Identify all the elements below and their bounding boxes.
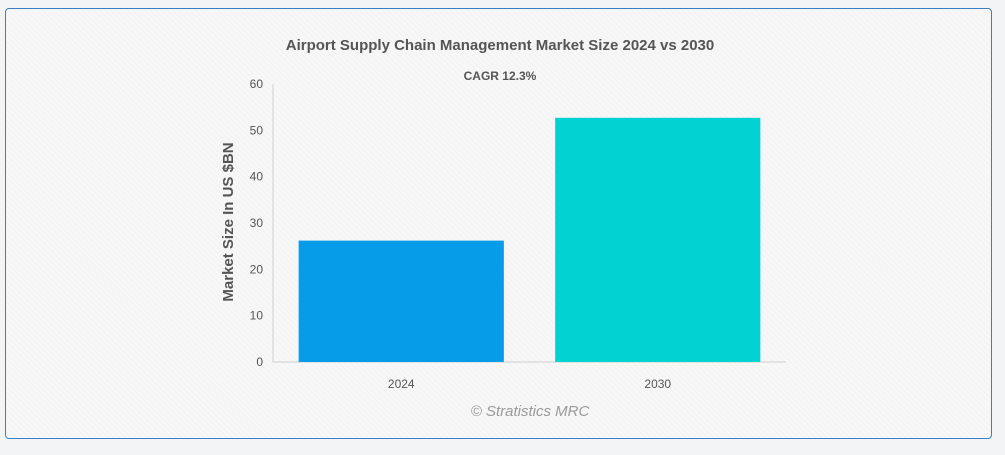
chart-title: Airport Supply Chain Management Market S…: [286, 37, 714, 54]
y-tick-label: 10: [250, 309, 264, 323]
chart-subtitle: CAGR 12.3%: [464, 69, 537, 83]
x-axis-ticks: 2024 2030: [388, 377, 672, 391]
y-tick-label: 50: [250, 123, 264, 137]
y-tick-label: 60: [250, 77, 264, 91]
y-tick-label: 0: [256, 355, 263, 369]
x-tick-label: 2024: [388, 377, 415, 391]
y-axis-label: Market Size In US $BN: [220, 142, 237, 301]
y-tick-label: 30: [250, 216, 264, 230]
chart-frame: [5, 8, 992, 439]
y-tick-label: 40: [250, 170, 264, 184]
bar-2030: [555, 117, 761, 362]
bars: [298, 117, 761, 362]
y-tick-label: 20: [250, 262, 264, 276]
x-tick-label: 2030: [644, 377, 671, 391]
bar-2024: [298, 240, 504, 362]
watermark: © Stratistics MRC: [471, 403, 590, 420]
y-axis-ticks: 0 10 20 30 40 50 60: [250, 77, 264, 369]
